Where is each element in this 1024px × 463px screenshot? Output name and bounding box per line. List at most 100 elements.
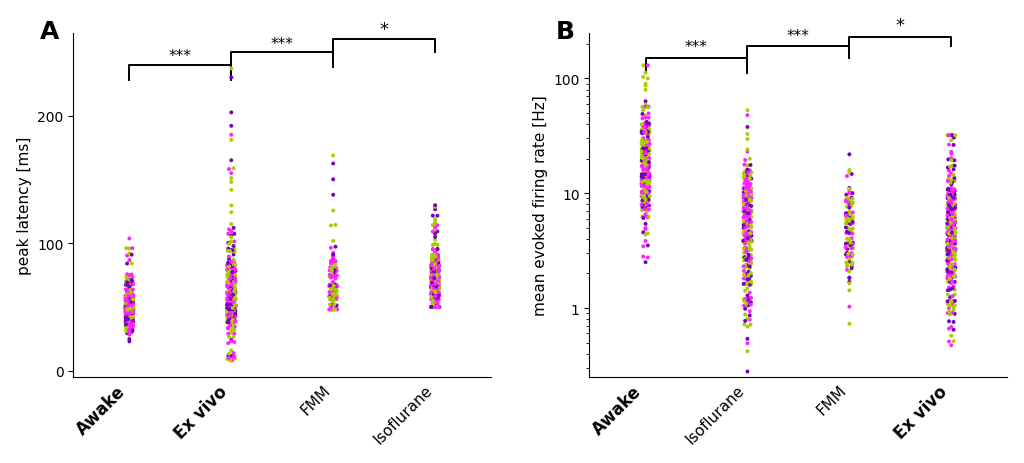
Point (737, 295, 754, 303)
Point (223, 234, 240, 241)
Point (946, 291, 963, 299)
Point (634, 158, 650, 166)
Point (124, 318, 140, 325)
Point (844, 195, 860, 203)
Point (123, 293, 139, 300)
Point (641, 128, 657, 136)
Point (639, 155, 655, 162)
Point (429, 285, 445, 293)
Point (121, 257, 137, 264)
Point (736, 240, 753, 248)
Point (939, 195, 955, 202)
Point (735, 218, 752, 225)
Point (736, 211, 753, 219)
Point (943, 240, 959, 248)
Point (431, 292, 447, 299)
Point (741, 316, 758, 324)
Point (220, 304, 237, 312)
Point (736, 181, 753, 188)
Point (425, 295, 441, 302)
Point (637, 225, 653, 232)
Point (219, 282, 236, 289)
Point (219, 295, 236, 303)
Point (945, 202, 962, 209)
Point (118, 293, 134, 300)
Point (121, 327, 137, 335)
Point (322, 296, 338, 304)
Point (222, 310, 239, 317)
Point (738, 220, 755, 227)
Point (125, 309, 141, 317)
Point (225, 243, 242, 250)
Point (226, 316, 243, 323)
Point (942, 224, 958, 231)
Point (838, 217, 854, 224)
Point (223, 315, 240, 322)
Point (221, 301, 238, 308)
Point (427, 202, 443, 209)
Point (640, 63, 656, 70)
Point (121, 282, 137, 289)
Point (843, 221, 859, 228)
Point (639, 163, 655, 171)
Point (425, 292, 441, 299)
Point (941, 168, 957, 175)
Point (427, 292, 443, 299)
Point (741, 207, 758, 215)
Point (737, 177, 754, 185)
Point (739, 276, 756, 284)
Point (120, 315, 136, 322)
Point (737, 188, 754, 195)
Point (845, 225, 861, 233)
Point (743, 175, 760, 183)
Point (637, 196, 653, 204)
Point (220, 352, 237, 360)
Point (740, 178, 757, 185)
Point (329, 268, 345, 275)
Point (738, 274, 755, 282)
Point (735, 170, 752, 178)
Point (638, 189, 654, 196)
Point (223, 337, 240, 344)
Point (226, 258, 243, 266)
Point (942, 180, 958, 187)
Point (641, 126, 657, 133)
Point (427, 272, 443, 279)
Point (225, 225, 242, 232)
Point (121, 302, 137, 310)
Point (223, 288, 240, 295)
Point (840, 210, 856, 217)
Point (634, 152, 650, 159)
Point (940, 278, 956, 286)
Point (741, 289, 758, 297)
Point (325, 259, 341, 267)
Point (947, 237, 964, 244)
Point (944, 163, 961, 170)
Point (841, 151, 857, 159)
Point (640, 129, 656, 136)
Point (844, 261, 860, 269)
Point (424, 283, 440, 290)
Point (940, 191, 956, 198)
Point (743, 189, 760, 196)
Point (637, 231, 653, 238)
Point (324, 284, 340, 291)
Point (841, 268, 857, 275)
Point (326, 282, 342, 290)
Point (940, 310, 956, 317)
Point (325, 293, 341, 300)
Text: ***: *** (169, 49, 191, 64)
Point (635, 243, 651, 250)
Point (223, 300, 240, 308)
Point (736, 232, 753, 239)
Point (637, 102, 653, 109)
Point (639, 138, 655, 146)
Point (424, 271, 440, 278)
Point (428, 290, 444, 297)
Point (738, 212, 755, 219)
Point (427, 261, 443, 268)
Point (945, 211, 962, 219)
Point (635, 74, 651, 81)
Point (118, 308, 134, 316)
Point (945, 265, 962, 273)
